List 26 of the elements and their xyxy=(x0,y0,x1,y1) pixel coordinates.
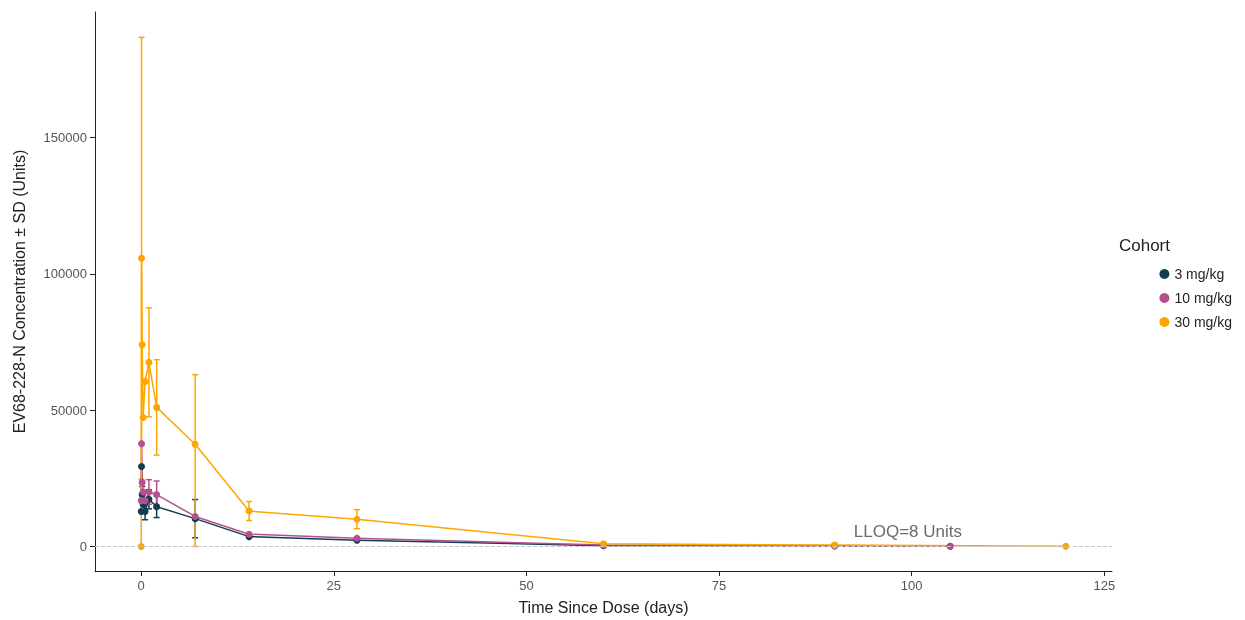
y-axis-title: EV68-228-N Concentration ± SD (Units) xyxy=(10,149,28,434)
y-tick-label: 100000 xyxy=(43,266,87,282)
point xyxy=(138,440,146,448)
point xyxy=(138,341,146,349)
point xyxy=(353,515,361,523)
legend-label: 3 mg/kg xyxy=(1174,266,1225,282)
x-tick-label: 125 xyxy=(1093,578,1116,593)
x-tick-label: 50 xyxy=(519,578,534,593)
x-tick-label: 75 xyxy=(711,578,727,593)
x-tick-label: 25 xyxy=(326,578,342,593)
point xyxy=(138,463,146,471)
point xyxy=(139,413,147,421)
point xyxy=(145,358,153,366)
point xyxy=(153,403,161,411)
y-tick-label: 150000 xyxy=(43,129,87,145)
x-tick-label: 0 xyxy=(137,578,145,593)
legend-label: 10 mg/kg xyxy=(1174,290,1233,306)
point xyxy=(191,440,199,448)
legend-title: Cohort xyxy=(1118,236,1171,255)
x-tick-label: 100 xyxy=(900,578,923,593)
ref-line-label: LLOQ=8 Units xyxy=(853,522,962,542)
x-axis-title: Time Since Dose (days) xyxy=(518,598,689,616)
legend-label: 30 mg/kg xyxy=(1174,314,1233,330)
point xyxy=(138,254,146,262)
y-tick-label: 50000 xyxy=(50,402,87,418)
y-tick-label: 0 xyxy=(79,538,87,554)
